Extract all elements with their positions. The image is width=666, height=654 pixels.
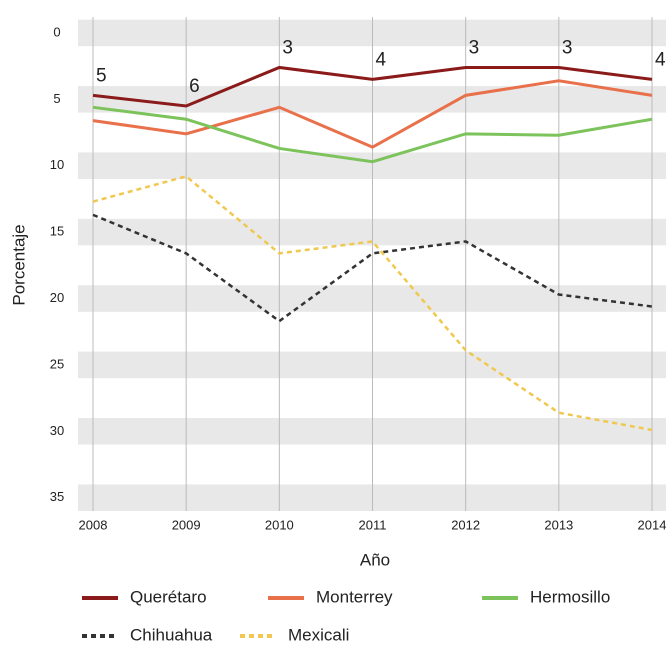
data-label: 5	[96, 65, 107, 86]
y-axis-title: Porcentaje	[9, 224, 28, 305]
x-axis-title: Año	[360, 550, 390, 569]
series-line	[92, 105, 653, 164]
x-tick-label: 2009	[172, 517, 201, 532]
legend-label: Mexicali	[288, 625, 349, 644]
data-label: 4	[376, 49, 387, 70]
legend-label: Querétaro	[130, 587, 207, 606]
legend-label: Monterrey	[316, 587, 393, 606]
y-tick-label: 25	[50, 356, 64, 371]
series-line	[92, 79, 653, 149]
data-label: 3	[469, 37, 480, 58]
data-label: 6	[189, 76, 200, 97]
y-tick-label: 20	[50, 290, 64, 305]
x-tick-label: 2013	[544, 517, 573, 532]
y-tick-label: 0	[53, 24, 60, 39]
legend-label: Chihuahua	[130, 625, 213, 644]
x-tick-label: 2012	[451, 517, 480, 532]
x-tick-label: 2008	[79, 517, 108, 532]
series-line	[92, 213, 653, 323]
y-tick-label: 30	[50, 423, 64, 438]
x-tick-label: 2011	[359, 517, 387, 532]
legend-label: Hermosillo	[530, 587, 610, 606]
series-line	[92, 65, 653, 108]
y-tick-label: 10	[50, 157, 64, 172]
data-label: 4	[655, 49, 666, 70]
x-tick-label: 2014	[638, 517, 666, 532]
x-tick-label: 2010	[265, 517, 294, 532]
data-label: 3	[562, 37, 573, 58]
data-label: 3	[282, 37, 293, 58]
y-tick-label: 5	[53, 91, 60, 106]
y-tick-label: 15	[50, 224, 64, 239]
y-tick-label: 35	[50, 489, 64, 504]
